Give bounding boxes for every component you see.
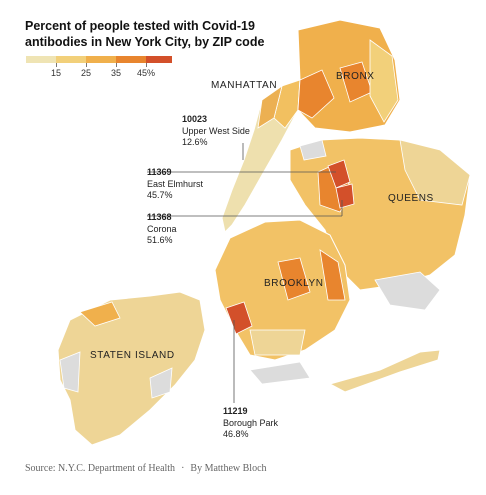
brooklyn-south-zone xyxy=(249,329,306,356)
callout-zip: 11219 xyxy=(223,406,248,416)
queens-corona-zip xyxy=(335,183,355,209)
region-label-queens: QUEENS xyxy=(388,193,434,204)
queens-no-data-park xyxy=(299,139,327,161)
callout-zip: 10023 xyxy=(182,114,208,124)
callout-name: East Elmhurst xyxy=(147,178,204,189)
legend-tick-4 xyxy=(146,63,147,67)
byline: By Matthew Bloch xyxy=(190,463,267,474)
brooklyn-crown-heights-zone xyxy=(277,257,311,301)
legend-tick-3 xyxy=(116,63,117,67)
callout-11368: 11368 Corona 51.6% xyxy=(147,212,177,247)
callout-zip: 11368 xyxy=(147,212,172,222)
source-text: Source: N.Y.C. Department of Health xyxy=(25,463,176,474)
callout-value: 46.8% xyxy=(223,429,249,439)
callout-11369: 11369 East Elmhurst 45.7% xyxy=(147,167,203,202)
map-title: Percent of people tested with Covid-19 a… xyxy=(25,19,265,49)
region-label-staten-island: STATEN ISLAND xyxy=(90,350,175,361)
rockaway-shape xyxy=(328,349,441,393)
staten-island-no-data xyxy=(59,351,81,393)
callout-value: 45.7% xyxy=(147,190,173,200)
source-line: Source: N.Y.C. Department of Health · By M… xyxy=(25,463,267,474)
bronx-high-zone xyxy=(297,69,335,119)
callout-value: 12.6% xyxy=(182,137,208,147)
bronx-east-zone xyxy=(369,39,399,123)
queens-no-data-airport xyxy=(374,271,441,311)
legend-label-35: 35 xyxy=(110,68,122,78)
legend-label-25: 25 xyxy=(80,68,92,78)
staten-island-high-zone xyxy=(79,301,121,327)
callout-zip: 11369 xyxy=(147,167,172,177)
source-separator: · xyxy=(181,463,185,474)
brooklyn-east-zone xyxy=(319,249,346,301)
color-legend: 15 25 35 45% xyxy=(26,56,176,78)
legend-swatch-2 xyxy=(56,56,86,63)
callout-11219: 11219 Borough Park 46.8% xyxy=(223,406,278,441)
queens-east-elmhurst-zip xyxy=(327,159,351,189)
brooklyn-borough-park-zip xyxy=(225,301,253,335)
legend-swatch-4 xyxy=(116,56,146,63)
region-label-manhattan: MANHATTAN xyxy=(211,80,278,91)
legend-label-45: 45% xyxy=(136,68,156,78)
queens-east-zone xyxy=(399,139,471,206)
callout-name: Corona xyxy=(147,223,177,234)
callout-name: Borough Park xyxy=(223,417,279,428)
legend-tick-2 xyxy=(86,63,87,67)
legend-swatch-5 xyxy=(146,56,172,63)
legend-swatch-1 xyxy=(26,56,56,63)
brooklyn-no-data-coney xyxy=(249,361,311,385)
callout-10023: 10023 Upper West Side 12.6% xyxy=(182,114,250,149)
legend-tick-1 xyxy=(56,63,57,67)
callout-value: 51.6% xyxy=(147,235,173,245)
staten-island-shape xyxy=(57,291,206,446)
region-label-bronx: BRONX xyxy=(336,71,375,82)
legend-swatch-3 xyxy=(86,56,116,63)
region-label-brooklyn: BROOKLYN xyxy=(264,278,324,289)
legend-label-15: 15 xyxy=(50,68,62,78)
staten-island-no-data-2 xyxy=(149,367,173,399)
manhattan-harlem-zone xyxy=(257,85,283,129)
callout-name: Upper West Side xyxy=(182,125,250,136)
